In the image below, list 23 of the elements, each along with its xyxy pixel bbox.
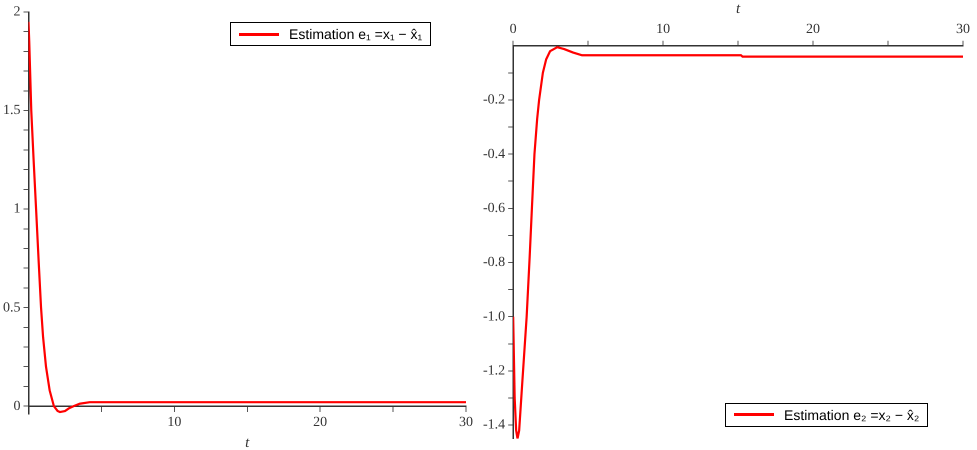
x-tick-label: 0 bbox=[510, 22, 517, 38]
x-axis-title: t bbox=[245, 434, 250, 450]
y-tick-label: 1 bbox=[14, 202, 20, 217]
y-tick-label: -0.6 bbox=[482, 201, 506, 216]
x-tick-label: 30 bbox=[956, 22, 970, 38]
y-tick-label: -0.4 bbox=[482, 146, 506, 162]
y-tick-label: -1.0 bbox=[482, 309, 506, 324]
y-tick-label: -1.2 bbox=[482, 364, 506, 379]
legend-label: Estimation e₁ =x₁ − x̂₁ bbox=[289, 26, 422, 42]
y-tick-label: 0.5 bbox=[3, 300, 20, 316]
x-tick-label: 10 bbox=[167, 415, 182, 430]
x-tick-label: 30 bbox=[459, 415, 473, 430]
x-tick-label: 20 bbox=[313, 415, 328, 430]
x-axis-title: t bbox=[736, 0, 741, 17]
y-tick-label: 0 bbox=[14, 398, 20, 414]
y-tick-label: -0.8 bbox=[482, 255, 506, 270]
legend-label: Estimation e₂ =x₂ − x̂₂ bbox=[784, 406, 920, 423]
x-tick-label: 10 bbox=[656, 22, 670, 38]
y-tick-label: 1.5 bbox=[3, 103, 20, 118]
x-tick-label: 20 bbox=[806, 22, 820, 38]
y-tick-label: -1.4 bbox=[482, 418, 506, 433]
y-tick-label: 2 bbox=[14, 4, 20, 20]
y-tick-label: -0.2 bbox=[482, 92, 506, 108]
